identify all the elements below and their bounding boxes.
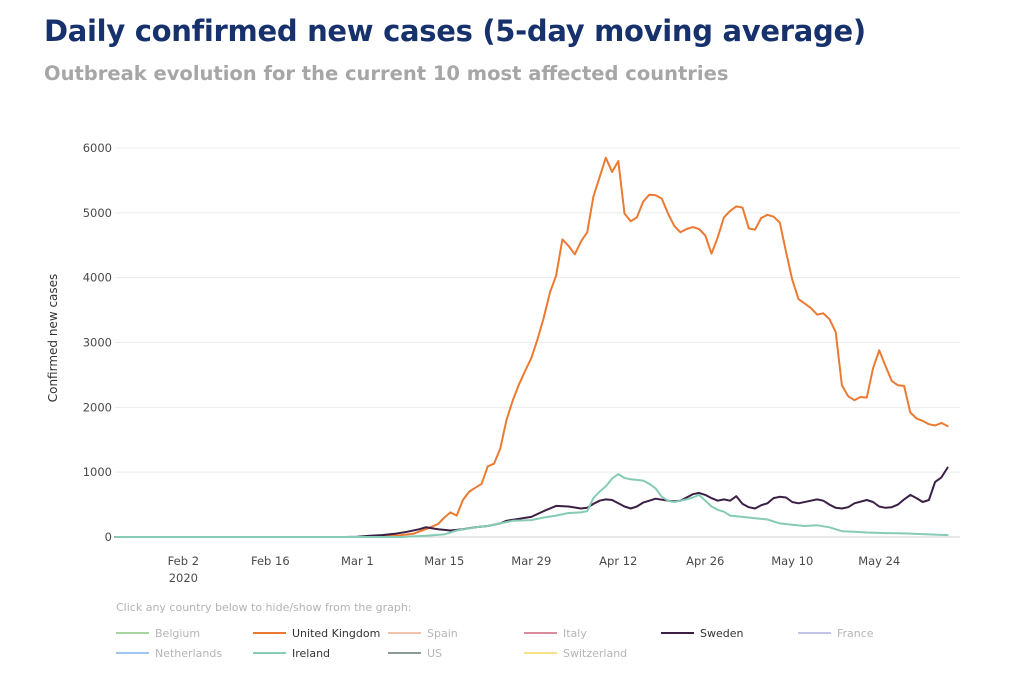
legend-item-spain[interactable]: Spain [388, 624, 458, 642]
y-tick-label: 0 [105, 530, 112, 544]
legend-label: Spain [427, 626, 458, 640]
x-tick-label: Apr 12 [599, 554, 637, 568]
legend-swatch [388, 632, 421, 634]
x-tick-label: Mar 15 [424, 554, 464, 568]
y-tick-label: 2000 [83, 400, 112, 414]
page-subtitle: Outbreak evolution for the current 10 mo… [44, 62, 729, 85]
legend-label: Ireland [292, 646, 331, 660]
legend-swatch [253, 632, 286, 634]
x-tick-label: Feb 16 [251, 554, 290, 568]
y-tick-label: 4000 [83, 271, 112, 285]
y-tick-label: 3000 [83, 336, 112, 350]
legend-item-france[interactable]: France [798, 624, 874, 642]
legend-item-united-kingdom[interactable]: United Kingdom [253, 624, 380, 642]
legend-label: Switzerland [563, 646, 628, 660]
y-axis-label: Confirmed new cases [46, 274, 60, 403]
x-tick-label: Mar 1 [341, 554, 374, 568]
legend-label: France [837, 626, 874, 640]
y-tick-label: 5000 [83, 206, 112, 220]
legend-hint: Click any country below to hide/show fro… [116, 601, 412, 614]
legend-item-switzerland[interactable]: Switzerland [524, 644, 627, 662]
legend-item-sweden[interactable]: Sweden [661, 624, 743, 642]
chart-grid [115, 147, 960, 538]
legend-swatch [524, 652, 557, 654]
legend-swatch [524, 632, 557, 634]
legend-label: US [427, 646, 443, 660]
legend: Belgium United Kingdom Spain Italy Sweden Fra… [116, 624, 996, 668]
chart-series [114, 156, 949, 538]
line-chart: 0 1000 2000 3000 4000 5000 6000 Feb 2 2020 Feb 1… [46, 141, 960, 585]
x-tick-label: Apr 26 [686, 554, 724, 568]
x-axis: Feb 2 2020 Feb 16 Mar 1 Mar 15 Mar 29 Apr 12 Ap… [168, 554, 901, 585]
legend-swatch [116, 652, 149, 654]
legend-label: Italy [563, 626, 587, 640]
x-tick-label: Mar 29 [511, 554, 551, 568]
series-line-ireland [114, 473, 949, 538]
legend-item-us[interactable]: US [388, 644, 442, 662]
legend-swatch [253, 652, 286, 654]
legend-swatch [388, 652, 421, 654]
y-axis: 0 1000 2000 3000 4000 5000 6000 [83, 141, 112, 544]
legend-label: Belgium [155, 626, 201, 640]
legend-swatch [116, 632, 149, 634]
legend-item-netherlands[interactable]: Netherlands [116, 644, 222, 662]
x-tick-label: May 10 [771, 554, 813, 568]
y-tick-label: 1000 [83, 465, 112, 479]
legend-item-belgium[interactable]: Belgium [116, 624, 200, 642]
legend-swatch [661, 632, 694, 634]
series-line-united-kingdom [114, 156, 949, 538]
legend-label: United Kingdom [292, 626, 381, 640]
x-tick-label: Feb 2 [168, 554, 199, 568]
legend-label: Netherlands [155, 646, 223, 660]
x-tick-year-label: 2020 [169, 571, 198, 585]
legend-item-ireland[interactable]: Ireland [253, 644, 330, 662]
x-tick-label: May 24 [858, 554, 900, 568]
legend-swatch [798, 632, 831, 634]
legend-label: Sweden [700, 626, 744, 640]
legend-item-italy[interactable]: Italy [524, 624, 587, 642]
y-tick-label: 6000 [83, 141, 112, 155]
page-title: Daily confirmed new cases (5-day moving … [44, 14, 866, 48]
